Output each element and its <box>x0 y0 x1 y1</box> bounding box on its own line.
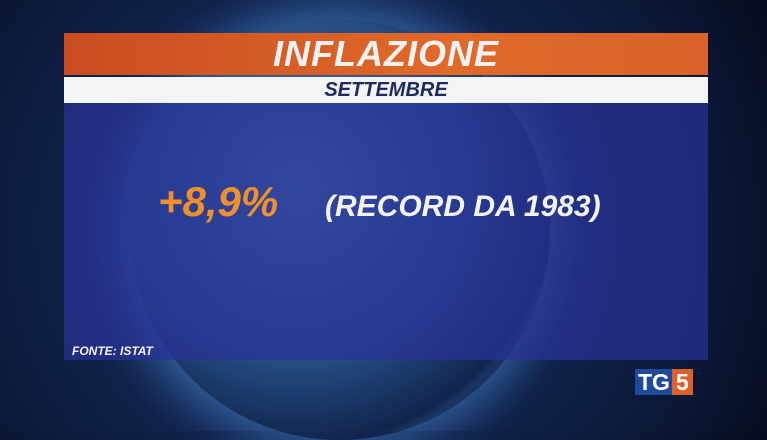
title-bar: INFLAZIONE <box>64 33 708 75</box>
title: INFLAZIONE <box>273 33 499 74</box>
tg5-logo: TG 5 <box>635 369 693 395</box>
content-panel <box>64 103 708 360</box>
record-note: (RECORD DA 1983) <box>325 190 601 223</box>
logo-5: 5 <box>671 369 693 395</box>
inflation-value: +8,9% <box>158 178 279 225</box>
logo-tg: TG <box>635 369 672 395</box>
source-label: FONTE: ISTAT <box>72 344 153 358</box>
subtitle: SETTEMBRE <box>324 78 448 101</box>
subtitle-bar: SETTEMBRE <box>64 77 708 103</box>
